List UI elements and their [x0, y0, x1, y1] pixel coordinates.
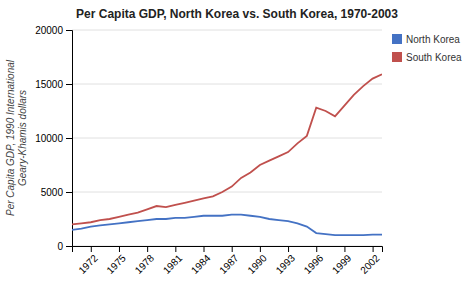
x-axis-line: [73, 247, 383, 253]
legend-label: South Korea: [406, 52, 462, 63]
y-tick: 15000: [35, 79, 72, 90]
grid: [72, 30, 382, 246]
legend-item: North Korea: [392, 34, 460, 45]
y-tick-label: 5000: [41, 187, 64, 198]
y-tick-mark: [66, 138, 72, 139]
y-tick: 0: [57, 241, 72, 252]
x-tick: 1984: [189, 246, 213, 276]
grid-line: [72, 84, 382, 85]
legend-item: South Korea: [392, 52, 462, 63]
y-tick-mark: [66, 84, 72, 85]
x-tick-mark: [147, 246, 148, 252]
y-axis: 0 5000 10000 15000 20000: [35, 25, 72, 252]
y-tick: 5000: [41, 187, 72, 198]
x-tick-label: 1999: [330, 252, 354, 276]
y-tick-label: 15000: [35, 79, 63, 90]
x-tick: 1975: [104, 246, 128, 276]
x-tick-label: 1990: [245, 252, 269, 276]
x-tick-label: 1981: [161, 252, 185, 276]
x-tick: 1999: [330, 246, 354, 276]
x-axis: 1972197519781981198419871990199319961999…: [73, 246, 383, 276]
y-tick-label: 20000: [35, 25, 63, 36]
x-tick: 1972: [76, 246, 100, 276]
x-tick-mark: [316, 246, 317, 252]
grid-line: [72, 138, 382, 139]
x-tick-mark: [232, 246, 233, 252]
y-axis-title: Per Capita GDP, 1990 InternationalGeary-…: [5, 59, 28, 216]
plot-area: 1972197519781981198419871990199319961999…: [35, 25, 382, 276]
x-tick: 1993: [274, 246, 298, 276]
line: [72, 74, 382, 224]
legend-swatch: [392, 52, 402, 62]
y-tick: 20000: [35, 25, 72, 36]
x-tick-label: 1975: [104, 252, 128, 276]
x-tick: 1987: [217, 246, 241, 276]
y-tick-label: 0: [57, 241, 63, 252]
x-tick-mark: [373, 246, 374, 252]
x-tick-label: 1972: [76, 252, 100, 276]
x-tick: 1978: [133, 246, 157, 276]
x-tick-mark: [344, 246, 345, 252]
grid-line: [72, 30, 382, 31]
y-tick-mark: [66, 246, 72, 247]
title: Per Capita GDP, North Korea vs. South Ko…: [76, 7, 398, 21]
y-tick-label: 10000: [35, 133, 63, 144]
x-tick-label: 1984: [189, 252, 213, 276]
y-tick: 10000: [35, 133, 72, 144]
legend-swatch: [392, 34, 402, 44]
legend: North Korea South Korea: [392, 34, 462, 63]
x-tick-mark: [260, 246, 261, 252]
x-tick-label: 1996: [302, 252, 326, 276]
x-tick: 2002: [358, 246, 382, 276]
legend-label: North Korea: [406, 34, 460, 45]
y-tick-mark: [66, 192, 72, 193]
x-tick-label: 1978: [133, 252, 157, 276]
x-tick-label: 1993: [274, 252, 298, 276]
grid-line: [72, 192, 382, 193]
y-axis-line: [66, 31, 73, 247]
x-tick-mark: [204, 246, 205, 252]
x-tick-mark: [119, 246, 120, 252]
chart: 1972197519781981198419871990199319961999…: [0, 0, 474, 290]
x-tick-mark: [288, 246, 289, 252]
x-tick: 1981: [161, 246, 185, 276]
lines: [72, 74, 382, 235]
x-tick: 1990: [245, 246, 269, 276]
x-tick-mark: [175, 246, 176, 252]
x-tick-label: 2002: [358, 252, 382, 276]
y-tick-mark: [66, 30, 72, 31]
x-tick-label: 1987: [217, 252, 241, 276]
x-tick: 1996: [302, 246, 326, 276]
x-tick-mark: [91, 246, 92, 252]
